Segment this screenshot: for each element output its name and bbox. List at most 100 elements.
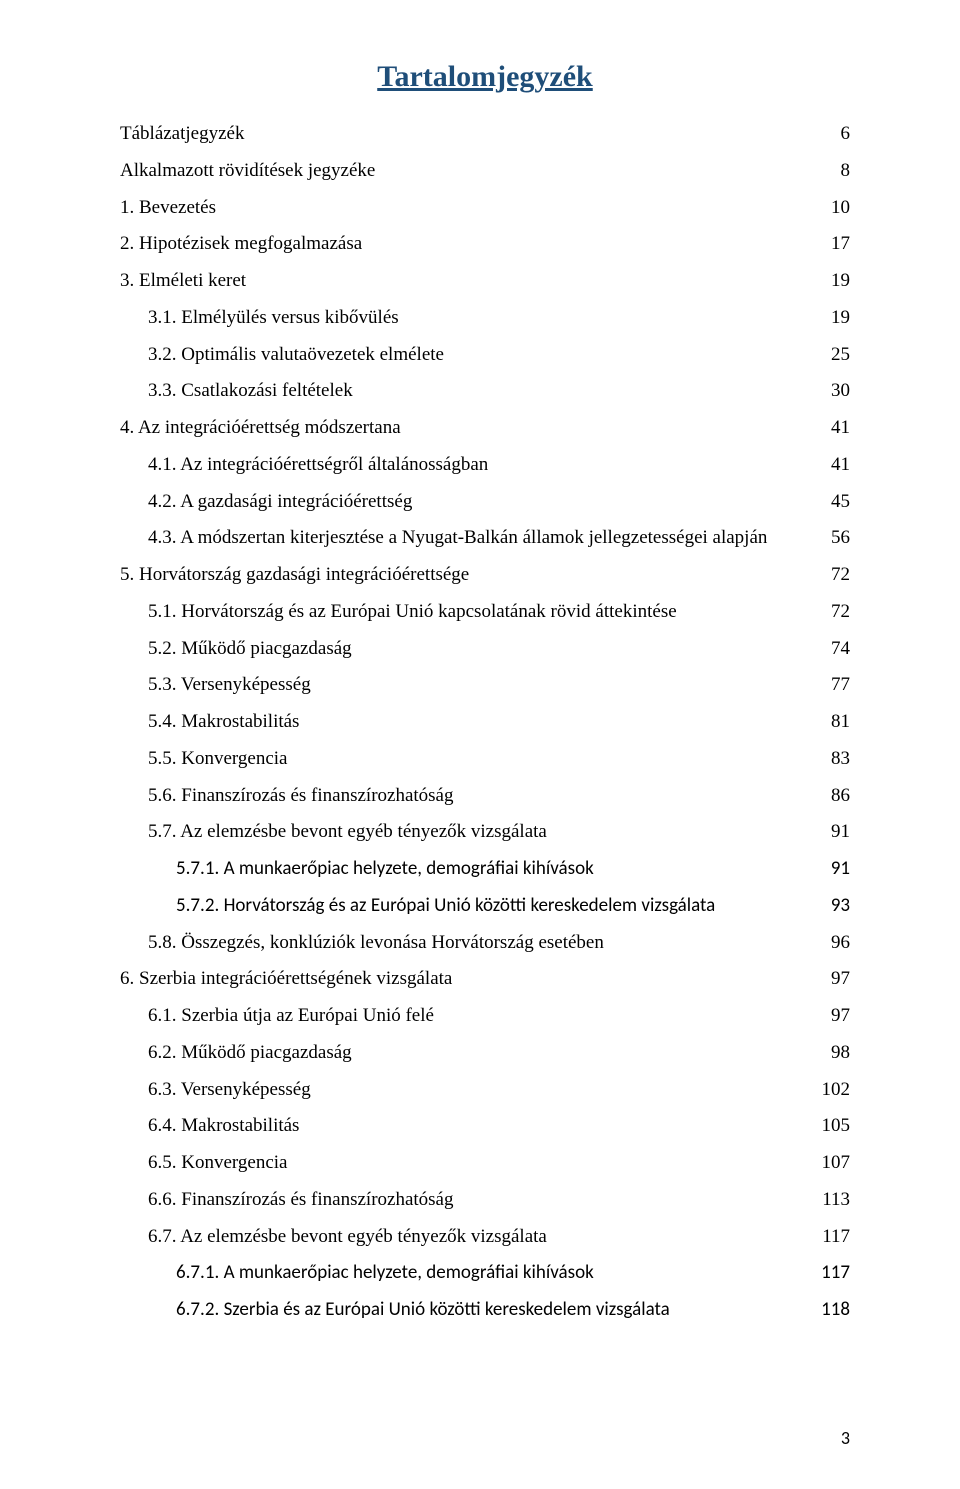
toc-entry[interactable]: 5.6. Finanszírozás és finanszírozhatóság… <box>120 784 850 808</box>
toc-entry-page: 25 <box>827 343 850 367</box>
toc-entry-label: 6.7.2. Szerbia és az Európai Unió között… <box>176 1298 670 1322</box>
toc-entry-page: 45 <box>827 490 850 514</box>
toc-entry-page: 107 <box>818 1151 851 1175</box>
toc-entry[interactable]: 6.4. Makrostabilitás 105 <box>120 1114 850 1138</box>
toc-entry-page: 91 <box>827 857 850 881</box>
toc-entry-label: 3.2. Optimális valutaövezetek elmélete <box>148 343 444 367</box>
toc-entry[interactable]: 4. Az integrációérettség módszertana 41 <box>120 416 850 440</box>
toc-title: Tartalomjegyzék <box>120 60 850 94</box>
toc-entry-page: 117 <box>818 1225 850 1249</box>
toc-entry-page: 6 <box>837 122 851 146</box>
toc-entry-label: 5.7.1. A munkaerőpiac helyzete, demográf… <box>176 857 594 881</box>
toc-entry-label: 3. Elméleti keret <box>120 269 246 293</box>
toc-entry[interactable]: 5.8. Összegzés, konklúziók levonása Horv… <box>120 931 850 955</box>
toc-entry-page: 83 <box>827 747 850 771</box>
toc-entry[interactable]: 3. Elméleti keret 19 <box>120 269 850 293</box>
toc-entry-page: 41 <box>827 453 850 477</box>
toc-entry-label: 4.3. A módszertan kiterjesztése a Nyugat… <box>148 526 767 550</box>
toc-list: Táblázatjegyzék 6 Alkalmazott rövidítések… <box>120 122 850 1322</box>
toc-entry-label: 6.4. Makrostabilitás <box>148 1114 299 1138</box>
toc-entry[interactable]: 6.7.1. A munkaerőpiac helyzete, demográf… <box>120 1261 850 1285</box>
toc-entry[interactable]: 6.7.2. Szerbia és az Európai Unió között… <box>120 1298 850 1322</box>
toc-entry-label: 4.1. Az integrációérettségről általánoss… <box>148 453 488 477</box>
toc-entry[interactable]: 6. Szerbia integrációérettségének vizsgá… <box>120 967 850 991</box>
toc-entry[interactable]: 4.1. Az integrációérettségről általánoss… <box>120 453 850 477</box>
toc-entry-page: 105 <box>818 1114 851 1138</box>
toc-entry-page: 77 <box>827 673 850 697</box>
toc-entry-label: 5.5. Konvergencia <box>148 747 287 771</box>
toc-entry-page: 10 <box>827 196 850 220</box>
toc-entry[interactable]: 5. Horvátország gazdasági integrációéret… <box>120 563 850 587</box>
toc-entry[interactable]: 5.4. Makrostabilitás 81 <box>120 710 850 734</box>
toc-entry-page: 30 <box>827 379 850 403</box>
toc-entry-label: 6. Szerbia integrációérettségének vizsgá… <box>120 967 452 991</box>
toc-entry-page: 19 <box>827 306 850 330</box>
toc-entry-label: 3.1. Elmélyülés versus kibővülés <box>148 306 399 330</box>
toc-entry-page: 81 <box>827 710 850 734</box>
toc-entry-page: 8 <box>837 159 851 183</box>
toc-entry-label: 5. Horvátország gazdasági integrációéret… <box>120 563 469 587</box>
toc-entry-label: Táblázatjegyzék <box>120 122 244 146</box>
toc-entry-page: 91 <box>827 820 850 844</box>
toc-entry-label: 4. Az integrációérettség módszertana <box>120 416 401 440</box>
toc-entry-label: 5.3. Versenyképesség <box>148 673 311 697</box>
toc-entry[interactable]: 6.7. Az elemzésbe bevont egyéb tényezők … <box>120 1225 850 1249</box>
toc-entry-label: 3.3. Csatlakozási feltételek <box>148 379 353 403</box>
toc-entry-label: 6.5. Konvergencia <box>148 1151 287 1175</box>
toc-entry[interactable]: 3.1. Elmélyülés versus kibővülés 19 <box>120 306 850 330</box>
toc-entry[interactable]: 5.7.2. Horvátország és az Európai Unió k… <box>120 894 850 918</box>
toc-entry-label: 6.6. Finanszírozás és finanszírozhatóság <box>148 1188 454 1212</box>
toc-entry-label: 2. Hipotézisek megfogalmazása <box>120 232 362 256</box>
toc-entry[interactable]: 5.2. Működő piacgazdaság 74 <box>120 637 850 661</box>
toc-entry-label: 1. Bevezetés <box>120 196 216 220</box>
toc-entry[interactable]: 2. Hipotézisek megfogalmazása 17 <box>120 232 850 256</box>
toc-entry-label: 5.2. Működő piacgazdaság <box>148 637 352 661</box>
toc-entry-page: 102 <box>818 1078 851 1102</box>
toc-entry[interactable]: 5.7. Az elemzésbe bevont egyéb tényezők … <box>120 820 850 844</box>
toc-entry[interactable]: 5.7.1. A munkaerőpiac helyzete, demográf… <box>120 857 850 881</box>
toc-entry-label: 5.1. Horvátország és az Európai Unió kap… <box>148 600 677 624</box>
toc-entry[interactable]: 6.5. Konvergencia 107 <box>120 1151 850 1175</box>
toc-entry[interactable]: 3.3. Csatlakozási feltételek 30 <box>120 379 850 403</box>
toc-entry-page: 56 <box>827 526 850 550</box>
toc-entry-page: 113 <box>818 1188 850 1212</box>
toc-entry-page: 72 <box>827 563 850 587</box>
toc-entry-label: 4.2. A gazdasági integrációérettség <box>148 490 412 514</box>
document-page: Tartalomjegyzék Táblázatjegyzék 6 Alkalma… <box>0 0 960 1489</box>
toc-entry[interactable]: 5.1. Horvátország és az Európai Unió kap… <box>120 600 850 624</box>
toc-entry[interactable]: 4.2. A gazdasági integrációérettség 45 <box>120 490 850 514</box>
toc-entry-page: 98 <box>827 1041 850 1065</box>
toc-entry[interactable]: 6.3. Versenyképesség 102 <box>120 1078 850 1102</box>
toc-entry-label: 5.8. Összegzés, konklúziók levonása Horv… <box>148 931 604 955</box>
toc-entry-page: 19 <box>827 269 850 293</box>
toc-entry-page: 97 <box>827 1004 850 1028</box>
toc-entry-label: 6.1. Szerbia útja az Európai Unió felé <box>148 1004 434 1028</box>
toc-entry-label: 5.6. Finanszírozás és finanszírozhatóság <box>148 784 454 808</box>
toc-entry-label: 5.7.2. Horvátország és az Európai Unió k… <box>176 894 715 918</box>
toc-entry-label: 6.7. Az elemzésbe bevont egyéb tényezők … <box>148 1225 547 1249</box>
toc-entry[interactable]: Alkalmazott rövidítések jegyzéke 8 <box>120 159 850 183</box>
toc-entry-label: 6.3. Versenyképesség <box>148 1078 311 1102</box>
toc-entry[interactable]: 5.3. Versenyképesség 77 <box>120 673 850 697</box>
toc-entry-label: 5.7. Az elemzésbe bevont egyéb tényezők … <box>148 820 547 844</box>
toc-entry-label: 6.2. Működő piacgazdaság <box>148 1041 352 1065</box>
page-number: 3 <box>841 1427 850 1449</box>
toc-entry-page: 41 <box>827 416 850 440</box>
toc-entry-page: 118 <box>817 1298 850 1322</box>
toc-entry[interactable]: 3.2. Optimális valutaövezetek elmélete 2… <box>120 343 850 367</box>
toc-entry-page: 17 <box>827 232 850 256</box>
toc-entry[interactable]: 6.6. Finanszírozás és finanszírozhatóság… <box>120 1188 850 1212</box>
toc-entry[interactable]: Táblázatjegyzék 6 <box>120 122 850 146</box>
toc-entry-label: Alkalmazott rövidítések jegyzéke <box>120 159 375 183</box>
toc-entry[interactable]: 1. Bevezetés 10 <box>120 196 850 220</box>
toc-entry-page: 96 <box>827 931 850 955</box>
toc-entry-page: 86 <box>827 784 850 808</box>
toc-entry-page: 72 <box>827 600 850 624</box>
toc-entry[interactable]: 6.1. Szerbia útja az Európai Unió felé 9… <box>120 1004 850 1028</box>
toc-entry-page: 74 <box>827 637 850 661</box>
toc-entry-page: 93 <box>827 894 850 918</box>
toc-entry[interactable]: 5.5. Konvergencia 83 <box>120 747 850 771</box>
toc-entry[interactable]: 4.3. A módszertan kiterjesztése a Nyugat… <box>120 526 850 550</box>
toc-entry[interactable]: 6.2. Működő piacgazdaság 98 <box>120 1041 850 1065</box>
toc-entry-page: 117 <box>817 1261 850 1285</box>
